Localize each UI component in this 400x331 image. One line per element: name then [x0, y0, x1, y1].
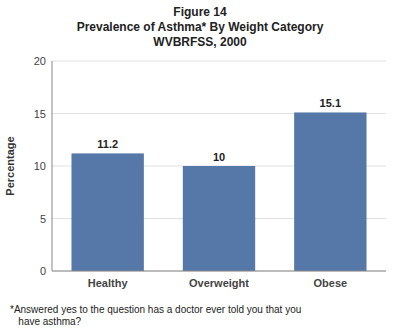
title-line: WVBRFSS, 2000 [153, 35, 247, 49]
grid [52, 61, 386, 271]
bar [71, 153, 143, 271]
x-tick-label: Healthy [88, 277, 129, 289]
title: Figure 14Prevalence of Asthma* By Weight… [77, 5, 324, 49]
bars [71, 112, 366, 271]
grid-line [52, 61, 386, 62]
footnote: *Answered yes to the question has a doct… [10, 304, 301, 327]
bar [183, 166, 255, 271]
y-tick-label: 0 [40, 265, 46, 277]
data-label: 11.2 [97, 138, 118, 150]
y-tick-label: 15 [34, 108, 46, 120]
bar [294, 112, 366, 271]
y-axis-label: Percentage [4, 136, 16, 195]
footnote-line: have asthma? [10, 316, 82, 327]
x-tick-label: Obese [314, 277, 348, 289]
grid-line [52, 271, 386, 272]
x-axis-line [52, 271, 386, 272]
y-tick-label: 20 [34, 55, 46, 67]
data-label: 15.1 [320, 97, 341, 109]
y-tick-label: 10 [34, 160, 46, 172]
data-label: 10 [213, 151, 225, 163]
chart-svg: Figure 14Prevalence of Asthma* By Weight… [0, 0, 400, 331]
chart-container: Figure 14Prevalence of Asthma* By Weight… [0, 0, 400, 331]
x-tick-label: Overweight [189, 277, 249, 289]
y-tick-label: 5 [40, 213, 46, 225]
y-axis-line [52, 61, 53, 271]
footnote-line: *Answered yes to the question has a doct… [10, 304, 301, 315]
title-line: Figure 14 [173, 5, 227, 19]
title-line: Prevalence of Asthma* By Weight Category [77, 20, 324, 34]
